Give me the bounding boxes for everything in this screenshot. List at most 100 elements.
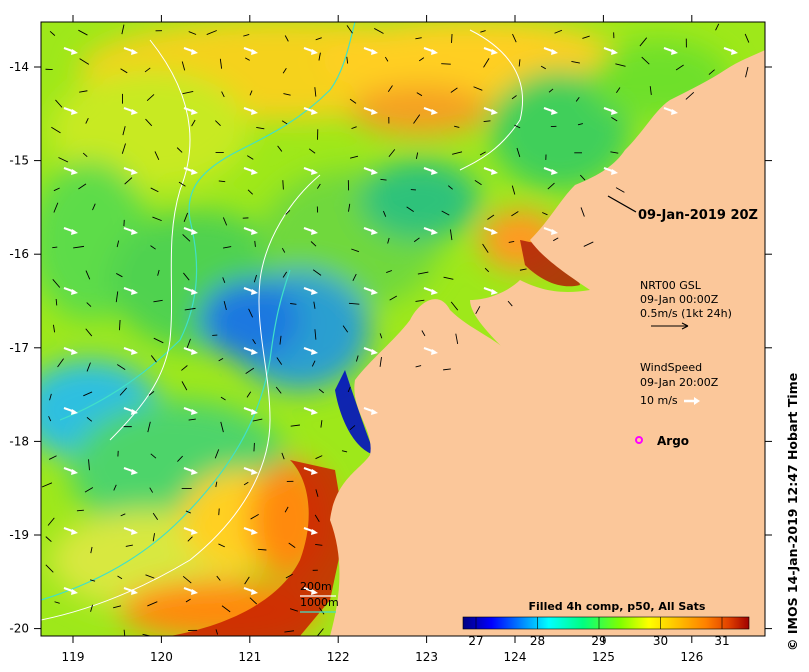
current-arrow-icon	[487, 214, 495, 220]
current-arrow-icon	[183, 272, 190, 281]
current-arrow-icon	[119, 319, 121, 331]
current-arrow-icon	[124, 177, 133, 185]
colorbar-tick-label: 27	[468, 634, 483, 648]
isobath-200-label: 200m	[300, 580, 332, 593]
current-arrow-icon	[57, 358, 64, 368]
wind-arrow-icon	[423, 167, 438, 175]
wind-arrow-icon	[363, 107, 378, 115]
argo-marker-icon	[635, 436, 643, 444]
current-arrow-icon	[641, 56, 650, 65]
lon-tick-label: 126	[680, 650, 703, 664]
current-arrow-icon	[90, 639, 95, 640]
current-arrow-icon	[88, 459, 90, 471]
wind-arrow-icon	[123, 47, 138, 55]
lon-tick-label: 124	[504, 650, 527, 664]
current-arrow-icon	[86, 302, 92, 307]
current-arrow-icon	[150, 187, 159, 193]
timestamp-pointer	[607, 195, 637, 213]
current-arrow-icon	[48, 455, 57, 460]
contour-2	[109, 39, 191, 441]
wind-arrow-icon	[63, 407, 78, 415]
current-arrow-icon	[290, 303, 297, 305]
current-arrow-icon	[512, 33, 517, 43]
current-arrow-icon	[314, 87, 317, 97]
lon-tick-label: 119	[62, 650, 85, 664]
lon-tick-label: 120	[150, 650, 173, 664]
lon-tick-label: 123	[415, 650, 438, 664]
current-arrow-icon	[257, 548, 267, 551]
current-arrow-icon	[610, 151, 619, 154]
wind-arrow-icon	[603, 47, 618, 55]
current-arrow-icon	[243, 34, 250, 37]
current-arrow-icon	[310, 241, 317, 247]
current-arrow-icon	[184, 307, 196, 311]
current-arrow-icon	[349, 425, 356, 431]
current-arrow-icon	[415, 365, 422, 368]
current-arrow-icon	[379, 333, 383, 339]
wind-arrow-icon	[423, 47, 438, 55]
current-arrow-icon	[150, 245, 156, 250]
current-arrow-icon	[384, 56, 389, 62]
current-arrow-icon	[221, 605, 231, 613]
current-arrow-icon	[78, 29, 88, 36]
wind-arrow-icon	[363, 47, 378, 55]
current-arrow-icon	[52, 279, 61, 288]
wind-arrow-icon	[543, 107, 558, 115]
current-arrow-icon	[342, 325, 349, 333]
current-arrow-icon	[341, 450, 348, 453]
current-arrow-icon	[176, 147, 183, 153]
wind-arrow-icon	[303, 107, 318, 115]
current-arrow-icon	[615, 63, 626, 67]
lat-tick-label: -16	[9, 247, 29, 261]
current-arrow-icon	[252, 418, 263, 422]
current-arrow-icon	[117, 575, 123, 580]
current-arrow-icon	[311, 360, 316, 367]
current-arrow-icon	[474, 179, 482, 186]
current-arrow-icon	[117, 364, 126, 370]
wind-arrow-icon	[483, 287, 498, 295]
current-arrow-icon	[252, 339, 256, 345]
wind-arrow-icon	[243, 47, 258, 55]
current-arrow-icon	[285, 573, 293, 579]
current-arrow-icon	[215, 120, 221, 126]
current-arrow-icon	[123, 629, 126, 636]
current-arrow-icon	[206, 30, 217, 35]
current-arrow-icon	[441, 63, 451, 65]
current-arrow-icon	[288, 542, 296, 549]
current-arrow-icon	[185, 598, 191, 603]
current-arrow-icon	[276, 357, 283, 365]
isobath-200m	[59, 22, 356, 421]
current-arrow-icon	[355, 355, 359, 362]
current-arrow-icon	[417, 271, 429, 275]
current-arrow-icon	[290, 424, 300, 427]
current-arrow-icon	[82, 152, 88, 158]
current-arrow-icon	[455, 333, 459, 345]
current-arrow-icon	[389, 295, 398, 301]
current-arrow-icon	[153, 299, 163, 303]
current-arrow-icon	[150, 453, 157, 459]
current-arrow-icon	[253, 274, 257, 283]
current-arrow-icon	[275, 386, 282, 394]
colorbar-tick-label: 31	[714, 634, 729, 648]
current-arrow-icon	[511, 95, 517, 100]
current-arrow-icon	[482, 243, 489, 253]
current-arrow-icon	[249, 597, 258, 605]
current-arrow-icon	[148, 390, 155, 396]
current-arrow-icon	[188, 418, 196, 421]
wind-arrow-icon	[63, 167, 78, 175]
current-arrow-icon	[147, 601, 158, 607]
current-arrow-icon	[475, 306, 481, 315]
current-arrow-icon	[379, 356, 382, 367]
current-arrow-icon	[51, 638, 58, 641]
current-arrow-icon	[215, 481, 218, 488]
wind-arrow-icon	[723, 47, 738, 55]
wind-arrow-icon	[183, 47, 198, 55]
current-arrow-icon	[519, 268, 527, 271]
wind-arrow-icon	[483, 167, 498, 175]
current-arrow-icon	[675, 64, 684, 71]
current-arrow-icon	[346, 56, 349, 64]
current-arrow-icon	[187, 536, 193, 542]
wind-arrow-icon	[363, 287, 378, 295]
current-arrow-icon	[182, 575, 192, 584]
current-arrow-icon	[54, 601, 60, 604]
